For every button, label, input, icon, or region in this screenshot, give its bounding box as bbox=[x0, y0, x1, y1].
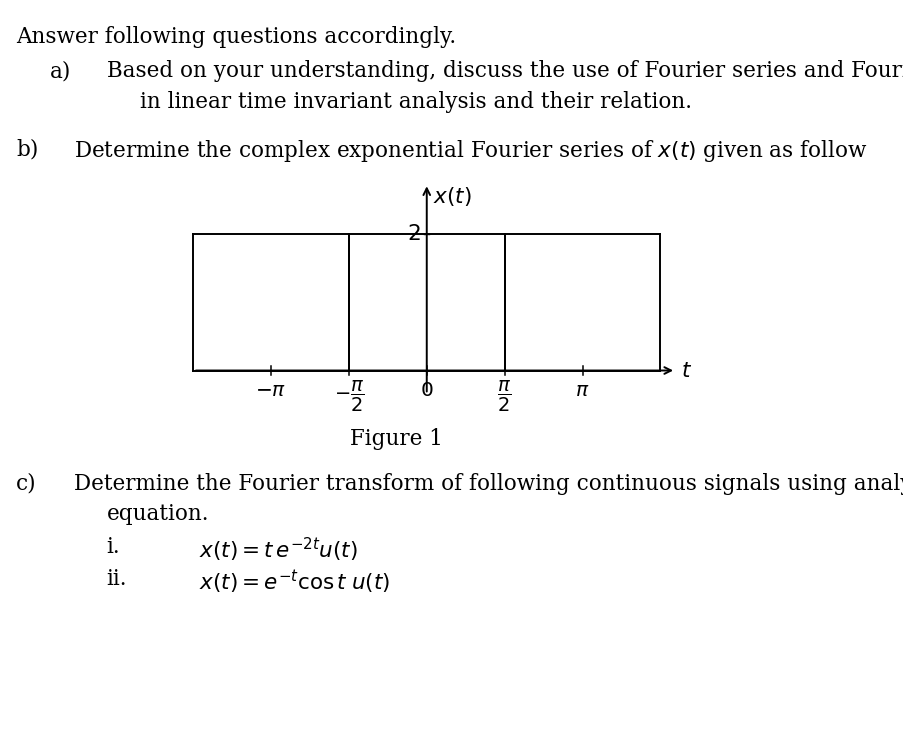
Text: $0$: $0$ bbox=[420, 381, 433, 400]
Text: $x(t) = t\, e^{-2t}u(t)$: $x(t) = t\, e^{-2t}u(t)$ bbox=[199, 536, 358, 564]
Text: $-\pi$: $-\pi$ bbox=[255, 381, 286, 400]
Text: Determine the Fourier transform of following continuous signals using analysis: Determine the Fourier transform of follo… bbox=[74, 473, 903, 495]
Text: b): b) bbox=[16, 138, 39, 160]
Text: i.: i. bbox=[107, 536, 120, 558]
Text: Answer following questions accordingly.: Answer following questions accordingly. bbox=[16, 26, 456, 48]
Text: $\pi$: $\pi$ bbox=[574, 381, 589, 400]
Text: $2$: $2$ bbox=[406, 224, 420, 246]
Text: Determine the complex exponential Fourier series of $x(t)$ given as follow: Determine the complex exponential Fourie… bbox=[74, 138, 867, 164]
Text: in linear time invariant analysis and their relation.: in linear time invariant analysis and th… bbox=[140, 91, 692, 113]
Text: $t$: $t$ bbox=[680, 359, 691, 381]
Text: $\dfrac{\pi}{2}$: $\dfrac{\pi}{2}$ bbox=[497, 378, 511, 414]
Text: c): c) bbox=[16, 473, 37, 495]
Text: $x(t)$: $x(t)$ bbox=[433, 185, 470, 208]
Text: Based on your understanding, discuss the use of Fourier series and Fourier trans: Based on your understanding, discuss the… bbox=[107, 60, 903, 82]
Text: $-\dfrac{\pi}{2}$: $-\dfrac{\pi}{2}$ bbox=[333, 378, 364, 414]
Text: Figure 1: Figure 1 bbox=[349, 428, 442, 450]
Text: ii.: ii. bbox=[107, 568, 127, 590]
Text: equation.: equation. bbox=[107, 503, 209, 526]
Text: $x(t) = e^{-t}\mathrm{cos}\, t\; u(t)$: $x(t) = e^{-t}\mathrm{cos}\, t\; u(t)$ bbox=[199, 568, 389, 596]
Text: a): a) bbox=[50, 60, 71, 82]
